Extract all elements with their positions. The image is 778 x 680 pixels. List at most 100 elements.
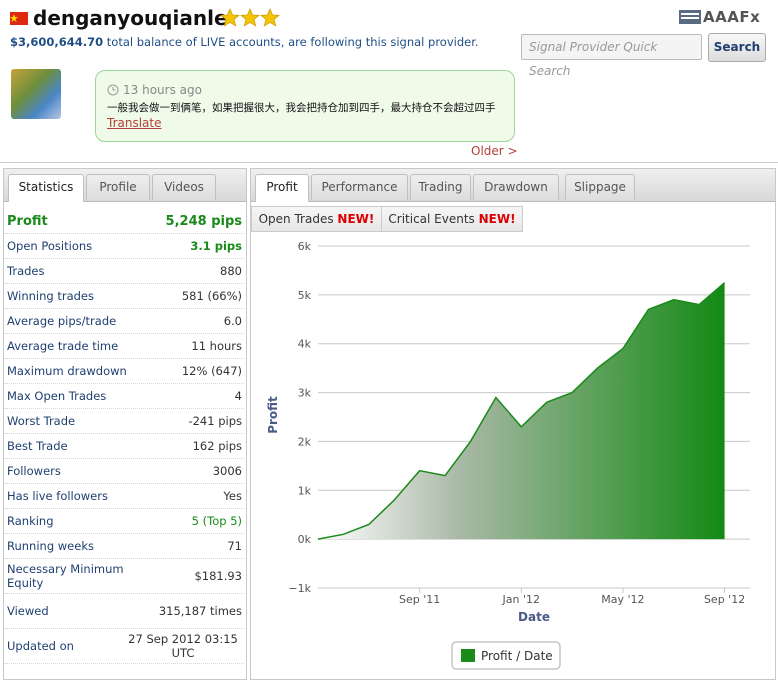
stat-value: -241 pips: [188, 414, 242, 428]
new-badge: NEW!: [478, 212, 516, 226]
sub-tab[interactable]: Open Trades NEW!: [251, 206, 382, 232]
sub-tab-label: Critical Events: [388, 212, 475, 226]
stat-value: 5 (Top 5): [191, 514, 242, 528]
tab[interactable]: Slippage: [565, 174, 635, 200]
x-axis-title: Date: [518, 610, 550, 624]
clock-icon: [107, 84, 119, 96]
stat-label: Necessary Minimum Equity: [7, 562, 124, 590]
stat-value: 5,248 pips: [165, 213, 242, 229]
stat-value: Yes: [223, 489, 242, 503]
stat-label: Followers: [7, 464, 61, 478]
stat-row: Worst Trade -241 pips: [4, 409, 244, 434]
stat-label: Max Open Trades: [7, 389, 107, 403]
stat-row: Trades 880: [4, 259, 244, 284]
y-tick-label: 4k: [298, 338, 312, 351]
search-button[interactable]: Search: [708, 33, 766, 62]
y-axis-title: Profit: [266, 396, 280, 434]
area-line: [317, 282, 726, 540]
stat-label: Viewed: [7, 604, 49, 618]
stat-value: 3.1 pips: [190, 239, 242, 253]
stat-label: Worst Trade: [7, 414, 76, 428]
tab[interactable]: Profile: [86, 174, 150, 200]
logo: AAAFx: [703, 8, 761, 26]
tab-bar: Statistics Profile Videos: [4, 169, 246, 202]
x-tick-label: Sep '11: [399, 593, 440, 606]
tab-bar: Profit Performance Trading Drawdown Slippage: [251, 169, 775, 202]
tab[interactable]: Drawdown: [473, 174, 559, 200]
stat-row: Updated on 27 Sep 2012 03:15 UTC: [4, 629, 244, 664]
stat-label: Ranking: [7, 514, 54, 528]
message-text: 一般我会做一到俩笔，如果把握很大，我会把持仓加到四手，最大持仓不会超过四手: [107, 102, 496, 114]
stat-row: Ranking 5 (Top 5): [4, 509, 244, 534]
tab[interactable]: Performance: [311, 174, 408, 200]
stat-label: Running weeks: [7, 539, 94, 553]
stat-row: Has live followers Yes: [4, 484, 244, 509]
tab[interactable]: Trading: [410, 174, 471, 200]
stat-value: 3006: [212, 464, 242, 478]
stat-label: Average trade time: [7, 339, 119, 353]
stat-row: Profit 5,248 pips: [4, 209, 244, 234]
y-tick-label: 5k: [298, 289, 312, 302]
stat-row: Viewed 315,187 times: [4, 594, 244, 629]
balance: $3,600,644.70: [10, 35, 104, 49]
stat-row: Maximum drawdown 12% (647): [4, 359, 244, 384]
stat-value: 880: [220, 264, 242, 278]
tab[interactable]: Statistics: [8, 174, 84, 202]
right-panel: Profit Performance Trading Drawdown Slippage: [250, 168, 776, 680]
stat-row: Running weeks 71: [4, 534, 244, 559]
tab[interactable]: Profit: [255, 174, 309, 202]
x-tick-label: Jan '12: [502, 593, 540, 606]
stat-row: Followers 3006: [4, 459, 244, 484]
y-tick-label: 2k: [298, 435, 312, 448]
stat-value: 27 Sep 2012 03:15 UTC: [128, 632, 238, 660]
stat-value: 71: [227, 539, 242, 553]
provider-name: denganyouqianle: [33, 6, 228, 30]
legend-swatch: [461, 649, 475, 662]
y-tick-label: 0k: [298, 533, 312, 546]
message-time: 13 hours ago: [123, 83, 202, 97]
stat-row: Average trade time 11 hours: [4, 334, 244, 359]
stat-value: 12% (647): [181, 364, 242, 378]
stat-label: Trades: [7, 264, 45, 278]
x-tick-label: Sep '12: [704, 593, 745, 606]
tab[interactable]: Videos: [152, 174, 216, 200]
stat-label: Winning trades: [7, 289, 94, 303]
stat-label: Maximum drawdown: [7, 364, 127, 378]
stat-value: 11 hours: [191, 339, 242, 353]
chart: Profit Date −1k 0k 1k 2k 3k 4k 5k 6k Sep '11 Jan …: [266, 240, 750, 670]
stat-label: Average pips/trade: [7, 314, 117, 328]
stat-label: Profit: [7, 213, 48, 229]
sub-tab[interactable]: Critical Events NEW!: [381, 206, 523, 232]
stat-value: $181.93: [194, 569, 242, 583]
stat-value: 162 pips: [192, 439, 242, 453]
stat-label: Open Positions: [7, 239, 93, 253]
stat-row: Average pips/trade 6.0: [4, 309, 244, 334]
sub-tab-label: Open Trades: [258, 212, 334, 226]
y-tick-label: −1k: [288, 582, 311, 595]
y-tick-label: 1k: [298, 484, 312, 497]
legend-label: Profit / Date: [481, 649, 553, 663]
avatar[interactable]: [11, 69, 61, 119]
y-tick-label: 6k: [298, 240, 312, 253]
logo-icon: [679, 10, 701, 24]
stat-label: Has live followers: [7, 489, 108, 503]
y-tick-label: 3k: [298, 387, 312, 400]
balance-text: total balance of LIVE accounts, are foll…: [106, 35, 479, 49]
older-link[interactable]: Older >: [471, 144, 518, 158]
search-input[interactable]: Signal Provider Quick Search: [521, 34, 702, 78]
stat-value: 315,187 times: [158, 604, 242, 618]
translate-link[interactable]: Translate: [107, 116, 162, 130]
flag: [10, 12, 28, 25]
stats-list: Profit 5,248 pips Open Positions 3.1 pips Tr…: [4, 209, 244, 664]
stat-row: Necessary Minimum Equity $181.93: [4, 559, 244, 594]
x-tick-label: May '12: [601, 593, 644, 606]
message-bubble: [95, 70, 515, 142]
stat-label: Best Trade: [7, 439, 68, 453]
stat-row: Best Trade 162 pips: [4, 434, 244, 459]
stat-row: Winning trades 581 (66%): [4, 284, 244, 309]
rating-stars: [220, 8, 280, 27]
stat-label: Updated on: [7, 639, 74, 653]
new-badge: NEW!: [337, 212, 375, 226]
stat-row: Max Open Trades 4: [4, 384, 244, 409]
